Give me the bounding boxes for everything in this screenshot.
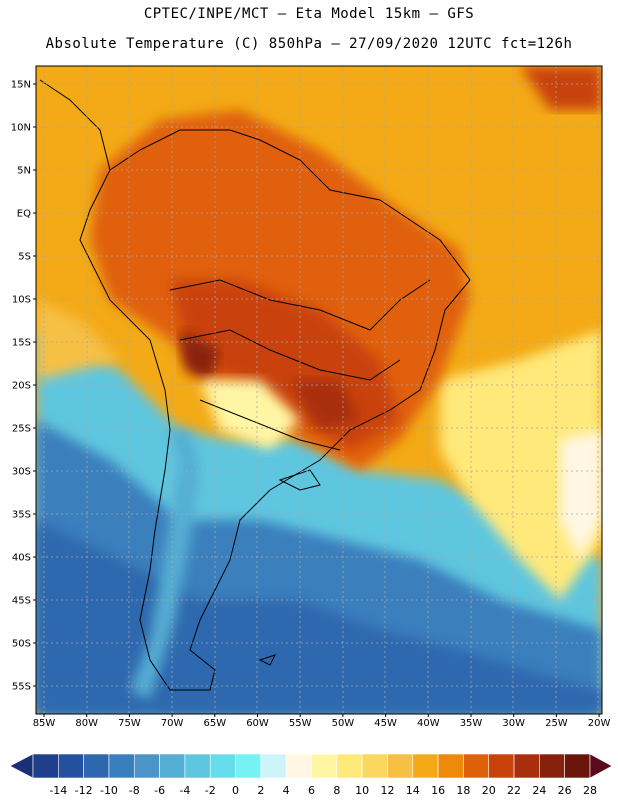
colorbar-tick-label: 14	[406, 784, 420, 797]
colorbar-segment	[361, 753, 388, 779]
lon-tick-label: 45W	[374, 718, 397, 729]
colorbar-segment	[83, 753, 110, 779]
colorbar-tick-label: -12	[75, 784, 93, 797]
lon-tick-label: 70W	[161, 718, 184, 729]
lat-tick-label: 20S	[12, 381, 31, 392]
lat-tick-label: 5N	[17, 166, 31, 177]
lat-tick-label: 45S	[12, 596, 31, 607]
colorbar-segment	[184, 753, 211, 779]
colorbar-tick-label: 10	[355, 784, 369, 797]
colorbar-segment	[285, 753, 312, 779]
lat-tick-label: 25S	[12, 424, 31, 435]
colorbar-right-arrow	[589, 753, 613, 779]
colorbar-tick-label: -14	[49, 784, 67, 797]
lat-tick-label: 30S	[12, 467, 31, 478]
title-line-2: Absolute Temperature (C) 850hPa — 27/09/…	[45, 36, 573, 52]
colorbar-tick-label: 6	[308, 784, 315, 797]
lat-tick-label: 55S	[12, 682, 31, 693]
colorbar-tick-label: 16	[431, 784, 445, 797]
lon-tick-label: 50W	[332, 718, 355, 729]
colorbar-tick-label: 26	[558, 784, 572, 797]
colorbar-segment	[513, 753, 540, 779]
lat-tick-label: EQ	[17, 209, 31, 220]
colorbar-tick-label: -10	[100, 784, 118, 797]
title-line-1: CPTEC/INPE/MCT — Eta Model 15km — GFS	[143, 6, 475, 22]
lon-tick-label: 85W	[33, 718, 56, 729]
colorbar-segment	[159, 753, 186, 779]
colorbar-tick-label: 0	[232, 784, 239, 797]
lon-tick-label: 80W	[75, 718, 98, 729]
colorbar-tick-label: -8	[129, 784, 140, 797]
colorbar-segment	[58, 753, 84, 779]
colorbar-segment	[437, 753, 464, 779]
colorbar-tick-label: 8	[333, 784, 340, 797]
temperature-field	[36, 66, 602, 714]
colorbar-segment	[209, 753, 236, 779]
colorbar-tick-label: 28	[583, 784, 597, 797]
lon-tick-label: 55W	[289, 718, 312, 729]
colorbar-left-arrow	[9, 753, 34, 779]
lon-tick-label: 60W	[246, 718, 269, 729]
colorbar-segment	[387, 753, 414, 779]
colorbar-segment	[133, 753, 160, 779]
lat-tick-label: 5S	[18, 252, 31, 263]
lat-tick-label: 15N	[11, 80, 31, 91]
lat-tick-label: 35S	[12, 510, 31, 521]
lat-tick-label: 40S	[12, 553, 31, 564]
colorbar-labels: -14 -12 -10 -8 -6 -4 -2 0 2 4 6 8 10 12 14 16 18 20 22 24 26…	[49, 784, 597, 797]
colorbar-tick-label: 4	[283, 784, 290, 797]
colorbar-segment	[32, 753, 59, 779]
lon-tick-label: 65W	[203, 718, 226, 729]
lat-tick-label: 10S	[12, 295, 31, 306]
colorbar-tick-label: 22	[507, 784, 521, 797]
colorbar-tick-label: 20	[482, 784, 496, 797]
colorbar-segment	[564, 753, 591, 779]
colorbar-tick-label: 2	[257, 784, 264, 797]
colorbar-segment	[463, 753, 490, 779]
lat-tick-label: 10N	[11, 123, 31, 134]
colorbar-tick-label: -4	[179, 784, 190, 797]
colorbar-tick-label: 12	[380, 784, 394, 797]
latitude-labels: 15N 10N 5N EQ 5S 10S 15S 20S 25S 30S 35S 40S 45S 50S 5…	[11, 80, 36, 693]
colorbar-segment	[108, 753, 135, 779]
graticule	[36, 66, 602, 714]
colorbar-segment	[235, 753, 262, 779]
colorbar-segment	[311, 753, 338, 779]
coastlines	[39, 79, 471, 691]
colorbar-tick-label: -2	[205, 784, 216, 797]
lon-tick-label: 35W	[460, 718, 483, 729]
colorbar-segment	[412, 753, 439, 779]
colorbar	[9, 753, 613, 779]
lon-tick-label: 30W	[502, 718, 525, 729]
map-frame	[35, 65, 603, 715]
colorbar-segment	[488, 753, 515, 779]
colorbar-segment	[539, 753, 565, 779]
colorbar-tick-label: -6	[154, 784, 165, 797]
lat-tick-label: 15S	[12, 338, 31, 349]
lat-tick-label: 50S	[12, 639, 31, 650]
colorbar-tick-label: 18	[456, 784, 470, 797]
colorbar-segment	[260, 753, 287, 779]
colorbar-tick-label: 24	[532, 784, 546, 797]
lon-tick-label: 40W	[417, 718, 440, 729]
lon-tick-label: 25W	[545, 718, 568, 729]
lon-tick-label: 75W	[118, 718, 141, 729]
longitude-labels: 85W 80W 75W 70W 65W 60W 55W 50W 45W 40W 35W 30W 25W 2…	[33, 714, 611, 729]
lon-tick-label: 20W	[588, 718, 611, 729]
colorbar-segment	[336, 753, 363, 779]
